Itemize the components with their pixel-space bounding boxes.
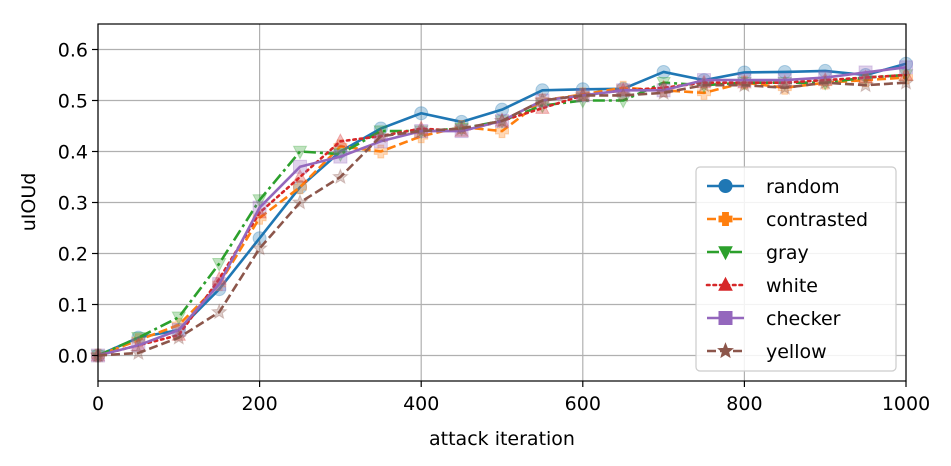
y-tick-label: 0.3 xyxy=(58,193,88,215)
legend-box xyxy=(695,166,897,372)
legend-item-checker: checker xyxy=(707,308,841,330)
data-point-random xyxy=(656,64,671,79)
x-tick-label: 0 xyxy=(92,393,104,415)
x-tick-label: 200 xyxy=(241,393,277,415)
x-tick-label: 800 xyxy=(726,393,762,415)
data-point-yellow xyxy=(291,193,309,210)
data-point-checker xyxy=(697,73,711,88)
data-point-yellow xyxy=(412,122,430,139)
data-point-yellow xyxy=(129,344,147,361)
data-point-yellow xyxy=(533,91,551,108)
data-point-random xyxy=(414,106,429,121)
data-point-contrasted xyxy=(495,124,509,139)
x-axis-title: attack iteration xyxy=(429,428,575,450)
data-point-checker xyxy=(212,277,227,292)
data-point-gray xyxy=(615,94,631,109)
data-point-checker xyxy=(333,149,348,164)
legend-label-gray: gray xyxy=(766,242,809,264)
data-point-gray xyxy=(252,194,267,209)
legend-marker-white xyxy=(718,276,733,291)
legend-item-random: random xyxy=(707,176,840,198)
data-point-gray xyxy=(171,311,187,326)
data-point-yellow xyxy=(251,239,269,256)
data-point-checker xyxy=(252,200,267,215)
data-point-white xyxy=(171,326,187,341)
data-point-random xyxy=(495,102,509,117)
legend-label-white: white xyxy=(766,275,818,297)
y-tick-label: 0.0 xyxy=(58,346,88,368)
data-point-yellow xyxy=(210,303,228,320)
series-yellow xyxy=(89,73,915,363)
data-point-yellow xyxy=(655,84,673,101)
data-point-gray xyxy=(211,258,227,272)
data-point-yellow xyxy=(372,127,390,144)
data-point-yellow xyxy=(331,168,349,185)
data-point-checker xyxy=(818,70,833,85)
y-tick-label: 0.5 xyxy=(58,91,88,113)
data-point-white xyxy=(535,99,550,114)
legend-marker-gray xyxy=(718,246,733,261)
data-point-yellow xyxy=(574,86,592,103)
data-point-random xyxy=(777,64,792,79)
y-tick-label: 0.6 xyxy=(58,40,88,62)
data-point-yellow xyxy=(735,76,753,93)
data-point-contrasted xyxy=(454,120,469,135)
legend-label-checker: checker xyxy=(766,308,841,330)
series-line-yellow xyxy=(97,81,907,357)
y-tick-label: 0.4 xyxy=(58,142,88,164)
data-point-contrasted xyxy=(373,144,388,159)
legend-marker-random xyxy=(718,179,733,193)
legend-item-contrasted: contrasted xyxy=(707,209,868,231)
data-point-random xyxy=(252,231,267,246)
data-point-gray xyxy=(373,125,389,140)
data-point-gray xyxy=(131,331,146,346)
y-tick-label: 0.1 xyxy=(58,295,88,317)
y-tick-label: 0.2 xyxy=(58,244,88,266)
y-axis-title: uIOUd xyxy=(18,173,40,232)
data-point-gray xyxy=(292,145,308,160)
legend-item-white: white xyxy=(705,275,818,297)
x-tick-label: 600 xyxy=(565,393,601,415)
data-point-yellow xyxy=(493,112,511,129)
x-tick-label: 400 xyxy=(403,393,439,415)
data-point-random xyxy=(535,83,550,98)
data-point-gray xyxy=(656,76,671,91)
x-tick-label: 1000 xyxy=(882,393,930,415)
series-layer xyxy=(89,56,915,364)
data-point-checker xyxy=(293,159,307,174)
data-point-white xyxy=(333,133,348,147)
legend-label-random: random xyxy=(766,176,840,198)
legend-label-yellow: yellow xyxy=(766,341,827,363)
legend-marker-contrasted xyxy=(718,212,733,226)
data-point-yellow xyxy=(170,328,188,345)
legend-marker-checker xyxy=(718,311,733,325)
data-point-checker xyxy=(737,73,752,88)
legend-item-gray: gray xyxy=(707,242,809,264)
data-point-contrasted xyxy=(252,210,267,225)
data-point-yellow xyxy=(857,76,875,93)
data-point-checker xyxy=(858,65,873,80)
data-point-yellow xyxy=(453,119,471,136)
data-point-yellow xyxy=(776,78,794,95)
series-line-random xyxy=(97,62,907,357)
data-point-contrasted xyxy=(697,85,711,100)
legend-marker-yellow xyxy=(717,342,734,359)
data-point-white xyxy=(858,69,873,84)
data-point-yellow xyxy=(614,86,632,103)
data-point-checker xyxy=(616,83,631,98)
ticks: 0 200 400 600 800 1000 0.0 0.1 0.2 0.3 0.4 0.5 0.6 xyxy=(58,40,930,416)
legend-label-contrasted: contrasted xyxy=(766,209,868,231)
data-point-yellow xyxy=(816,73,834,90)
legend: random contrasted gray white checker yellow xyxy=(695,166,897,372)
series-line-contrasted xyxy=(97,76,907,357)
data-point-white xyxy=(292,168,308,183)
data-point-yellow xyxy=(695,76,713,93)
legend-item-yellow: yellow xyxy=(707,341,827,363)
